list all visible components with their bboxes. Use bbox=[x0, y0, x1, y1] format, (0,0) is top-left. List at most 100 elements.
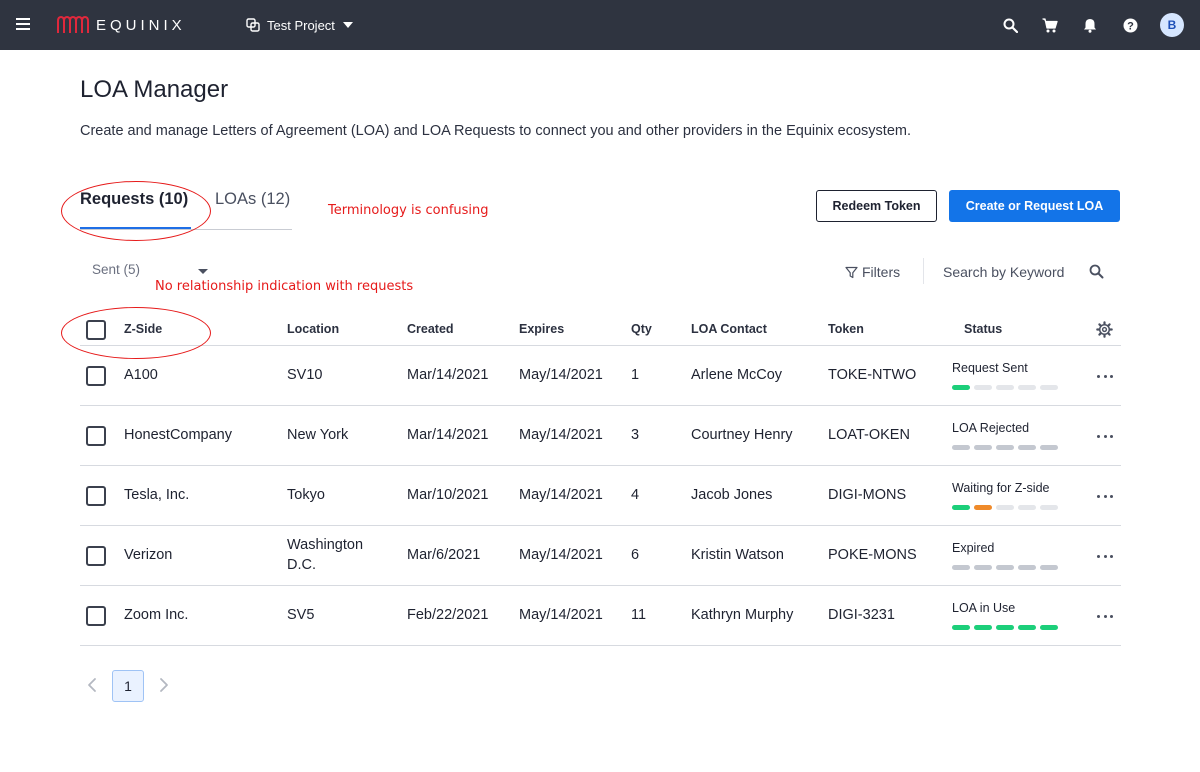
cell-created: Mar/14/2021 bbox=[407, 367, 489, 383]
cell-loa-contact: Kathryn Murphy bbox=[691, 607, 794, 623]
dot bbox=[1110, 554, 1113, 558]
status-label: Expired bbox=[952, 541, 995, 555]
more-actions-icon[interactable] bbox=[1097, 608, 1113, 624]
filters-button[interactable]: Filters bbox=[845, 262, 900, 282]
more-actions-icon[interactable] bbox=[1097, 368, 1113, 384]
progress-step bbox=[996, 565, 1014, 570]
cell-loa-contact: Kristin Watson bbox=[691, 547, 784, 563]
status-progress-bar bbox=[952, 445, 1058, 450]
cell-location: New York bbox=[287, 425, 348, 445]
progress-step bbox=[952, 625, 970, 630]
dot bbox=[1110, 434, 1113, 438]
project-selector[interactable]: Test Project bbox=[246, 15, 353, 35]
redeem-token-button[interactable]: Redeem Token bbox=[816, 190, 937, 222]
cell-location-line: SV10 bbox=[287, 367, 323, 383]
cell-created: Mar/10/2021 bbox=[407, 487, 489, 503]
equinix-logo[interactable]: EQUINIX bbox=[56, 16, 186, 34]
table-row[interactable]: Verizon Washington D.C. Mar/6/2021 May/14/20… bbox=[80, 526, 1121, 586]
keyword-search-input[interactable]: Search by Keyword bbox=[943, 262, 1107, 282]
progress-step bbox=[974, 565, 992, 570]
cell-qty: 4 bbox=[631, 487, 640, 503]
dot bbox=[1097, 374, 1100, 378]
project-name: Test Project bbox=[267, 17, 335, 33]
tab-loas[interactable]: LOAs (12) bbox=[215, 190, 291, 208]
cell-expires: May/14/2021 bbox=[519, 607, 603, 623]
brand-name: EQUINIX bbox=[96, 16, 186, 34]
chevron-down-icon bbox=[198, 269, 208, 274]
cell-qty: 6 bbox=[631, 547, 640, 563]
column-header-token[interactable]: Token bbox=[828, 322, 864, 336]
table-row[interactable]: Tesla, Inc. Tokyo Mar/10/2021 May/14/2021 4 J… bbox=[80, 466, 1121, 526]
cell-z-side: A100 bbox=[124, 367, 158, 383]
progress-step bbox=[1040, 565, 1058, 570]
page-button-1[interactable]: 1 bbox=[112, 670, 144, 702]
progress-step bbox=[974, 445, 992, 450]
avatar[interactable]: B bbox=[1160, 13, 1184, 37]
progress-step bbox=[952, 385, 970, 390]
search-icon[interactable] bbox=[1089, 264, 1104, 279]
more-actions-icon[interactable] bbox=[1097, 428, 1113, 444]
more-actions-icon[interactable] bbox=[1097, 488, 1113, 504]
project-icon bbox=[246, 18, 260, 32]
cell-z-side: HonestCompany bbox=[124, 427, 232, 443]
row-checkbox[interactable] bbox=[86, 606, 106, 626]
top-navigation-bar: EQUINIX Test Project ? B bbox=[0, 0, 1200, 50]
column-header-loa-contact[interactable]: LOA Contact bbox=[691, 322, 767, 336]
column-header-created[interactable]: Created bbox=[407, 322, 454, 336]
filter-icon bbox=[845, 266, 858, 278]
cart-icon[interactable] bbox=[1040, 15, 1060, 35]
annotation-ellipse-zside bbox=[61, 307, 211, 359]
dot bbox=[1097, 554, 1100, 558]
row-checkbox[interactable] bbox=[86, 486, 106, 506]
status-label: LOA Rejected bbox=[952, 421, 1030, 435]
progress-step bbox=[1040, 625, 1058, 630]
cell-expires: May/14/2021 bbox=[519, 367, 603, 383]
cell-token: POKE-MONS bbox=[828, 547, 917, 563]
progress-step bbox=[996, 625, 1014, 630]
column-header-expires[interactable]: Expires bbox=[519, 322, 565, 336]
column-header-status[interactable]: Status bbox=[964, 322, 1003, 336]
cell-token: DIGI-MONS bbox=[828, 487, 907, 503]
table-row[interactable]: Zoom Inc. SV5 Feb/22/2021 May/14/2021 11 Kath… bbox=[80, 586, 1121, 646]
annotation-ellipse-tabs bbox=[61, 181, 211, 241]
cell-qty: 3 bbox=[631, 427, 640, 443]
progress-step bbox=[974, 505, 992, 510]
column-header-qty[interactable]: Qty bbox=[631, 322, 652, 336]
cell-z-side: Zoom Inc. bbox=[124, 607, 189, 623]
table-row[interactable]: HonestCompany New York Mar/14/2021 May/14/2… bbox=[80, 406, 1121, 466]
cell-expires: May/14/2021 bbox=[519, 487, 603, 503]
menu-icon[interactable] bbox=[16, 18, 30, 30]
chevron-down-icon bbox=[342, 22, 353, 28]
status-progress-bar bbox=[952, 505, 1058, 510]
cell-location-line: New York bbox=[287, 427, 349, 443]
row-checkbox[interactable] bbox=[86, 426, 106, 446]
chevron-left-icon[interactable] bbox=[86, 677, 98, 693]
row-checkbox[interactable] bbox=[86, 366, 106, 386]
sent-filter-dropdown[interactable]: Sent (5) bbox=[92, 262, 210, 282]
progress-step bbox=[1018, 565, 1036, 570]
equinix-logo-mark-icon bbox=[57, 16, 89, 33]
filters-label: Filters bbox=[862, 264, 901, 280]
loa-requests-table: Z-Side Location Created Expires Qty LOA … bbox=[80, 313, 1121, 646]
cell-location-line: D.C. bbox=[287, 557, 316, 573]
chevron-right-icon[interactable] bbox=[158, 677, 170, 693]
progress-step bbox=[974, 385, 992, 390]
table-row[interactable]: A100 SV10 Mar/14/2021 May/14/2021 1 Arlene Mc… bbox=[80, 346, 1121, 406]
row-checkbox[interactable] bbox=[86, 546, 106, 566]
progress-step bbox=[952, 565, 970, 570]
cell-created: Mar/14/2021 bbox=[407, 427, 489, 443]
svg-text:?: ? bbox=[1127, 20, 1134, 32]
create-or-request-loa-button[interactable]: Create or Request LOA bbox=[949, 190, 1120, 222]
cell-qty: 11 bbox=[631, 607, 647, 623]
cell-z-side: Verizon bbox=[124, 547, 173, 563]
help-icon[interactable]: ? bbox=[1120, 15, 1140, 35]
more-actions-icon[interactable] bbox=[1097, 548, 1113, 564]
cell-loa-contact: Courtney Henry bbox=[691, 427, 793, 443]
column-header-location[interactable]: Location bbox=[287, 322, 340, 336]
gear-icon[interactable] bbox=[1096, 321, 1113, 338]
progress-step bbox=[1040, 445, 1058, 450]
progress-step bbox=[952, 505, 970, 510]
search-icon[interactable] bbox=[1000, 15, 1020, 35]
bell-icon[interactable] bbox=[1080, 15, 1100, 35]
cell-location: Tokyo bbox=[287, 485, 325, 505]
